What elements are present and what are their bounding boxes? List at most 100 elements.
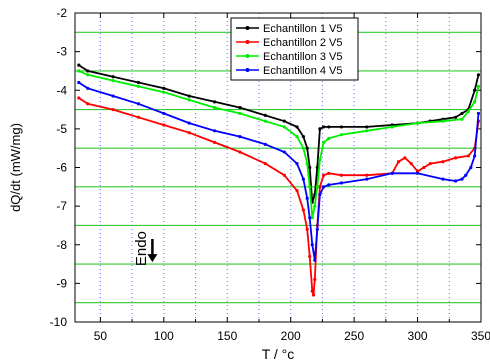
data-point xyxy=(306,228,309,231)
data-point xyxy=(391,125,394,128)
data-point xyxy=(283,120,286,123)
data-point xyxy=(77,69,80,72)
legend-label: Echantillon 3 V5 xyxy=(263,51,343,63)
data-point xyxy=(327,183,330,186)
y-tick-label: -9 xyxy=(56,276,67,290)
data-point xyxy=(460,177,463,180)
data-point xyxy=(238,135,241,138)
data-point xyxy=(77,81,80,84)
data-point xyxy=(318,193,321,196)
legend-label: Echantillon 2 V5 xyxy=(263,37,343,49)
data-point xyxy=(162,87,165,90)
data-point xyxy=(327,125,330,128)
data-point xyxy=(188,121,191,124)
data-point xyxy=(308,255,311,258)
legend: Echantillon 1 V5 Echantillon 2 V5 Echantil… xyxy=(231,18,358,80)
data-point xyxy=(162,123,165,126)
data-point xyxy=(111,79,114,82)
legend-marker xyxy=(246,26,250,30)
data-point xyxy=(365,129,368,132)
data-point xyxy=(238,112,241,115)
data-point xyxy=(322,125,325,128)
data-point xyxy=(111,108,114,111)
data-point xyxy=(327,137,330,140)
x-axis-label: T / °c xyxy=(262,346,295,362)
x-tick-label: 250 xyxy=(344,329,364,343)
series-line xyxy=(79,71,479,218)
data-point xyxy=(429,162,432,165)
y-tick-label: -10 xyxy=(50,315,68,329)
data-point xyxy=(473,154,476,157)
data-point xyxy=(264,162,267,165)
x-tick-label: 100 xyxy=(154,329,174,343)
data-point xyxy=(469,166,472,169)
data-point xyxy=(238,106,241,109)
data-point xyxy=(327,172,330,175)
data-point xyxy=(322,185,325,188)
series-3 xyxy=(77,69,480,219)
data-point xyxy=(295,162,298,165)
data-point xyxy=(340,125,343,128)
data-point xyxy=(306,147,309,150)
data-point xyxy=(464,174,467,177)
data-point xyxy=(340,133,343,136)
legend-marker xyxy=(246,54,250,58)
data-point xyxy=(213,141,216,144)
data-point xyxy=(391,172,394,175)
data-point xyxy=(283,125,286,128)
data-point xyxy=(467,110,470,113)
data-point xyxy=(477,73,480,76)
data-point xyxy=(365,177,368,180)
data-point xyxy=(308,216,311,219)
data-point xyxy=(410,162,413,165)
data-point xyxy=(416,172,419,175)
x-tick-label: 300 xyxy=(408,329,428,343)
data-point xyxy=(302,135,305,138)
y-axis-label: dQ/dt (mW/mg) xyxy=(8,123,23,212)
data-point xyxy=(454,179,457,182)
data-point xyxy=(86,69,89,72)
data-point xyxy=(416,121,419,124)
data-point xyxy=(238,150,241,153)
data-point xyxy=(302,177,305,180)
data-point xyxy=(264,114,267,117)
series-1 xyxy=(77,64,480,204)
data-point xyxy=(340,181,343,184)
data-point xyxy=(162,91,165,94)
data-point xyxy=(86,87,89,90)
data-point xyxy=(318,127,321,130)
legend-label: Echantillon 4 V5 xyxy=(263,65,343,77)
x-tick-label: 350 xyxy=(471,329,490,343)
y-tick-labels: -10 -9 -8 -7 -6 -5 -4 -3 -2 xyxy=(50,6,68,329)
data-point xyxy=(77,96,80,99)
data-point xyxy=(454,116,457,119)
data-point xyxy=(295,189,298,192)
data-point xyxy=(137,81,140,84)
x-tick-label: 50 xyxy=(94,329,108,343)
y-tick-label: -2 xyxy=(56,6,67,20)
legend-marker xyxy=(246,40,250,44)
data-point xyxy=(111,75,114,78)
data-point xyxy=(473,100,476,103)
data-point xyxy=(308,185,311,188)
data-point xyxy=(422,166,425,169)
endo-annotation: Endo xyxy=(133,231,157,266)
data-point xyxy=(403,156,406,159)
y-tick-label: -5 xyxy=(56,122,67,136)
data-point xyxy=(86,102,89,105)
data-point xyxy=(441,177,444,180)
data-point xyxy=(318,158,321,161)
data-point xyxy=(188,94,191,97)
legend-label: Echantillon 1 V5 xyxy=(263,23,343,35)
data-point xyxy=(86,73,89,76)
data-point xyxy=(137,85,140,88)
data-point xyxy=(473,89,476,92)
data-point xyxy=(264,143,267,146)
data-point xyxy=(188,98,191,101)
data-point xyxy=(365,174,368,177)
data-point xyxy=(340,174,343,177)
data-point xyxy=(111,94,114,97)
data-point xyxy=(441,120,444,123)
data-point xyxy=(137,116,140,119)
